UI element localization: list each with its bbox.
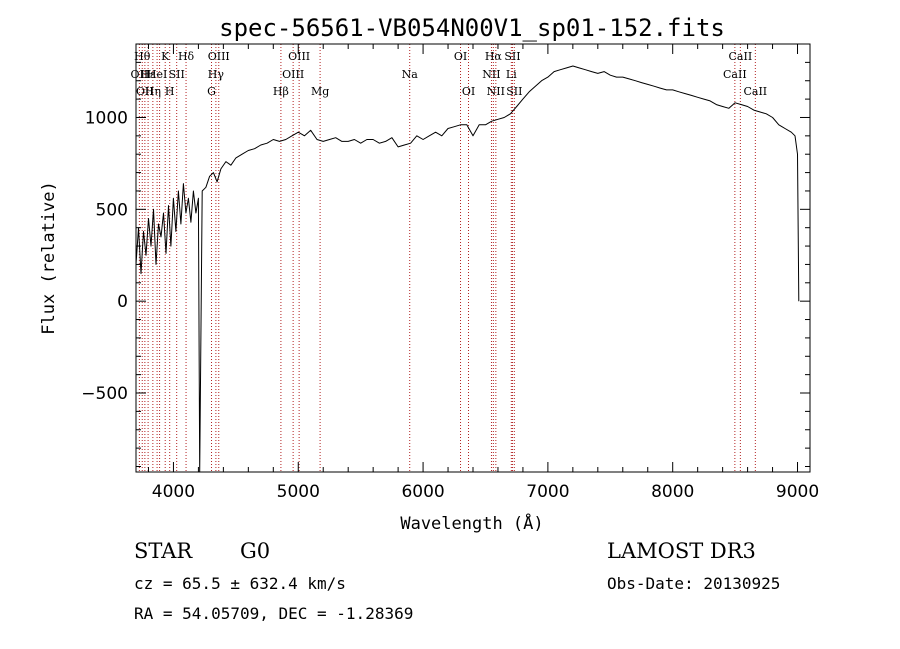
x-axis-label: Wavelength (Å) [400, 512, 543, 534]
line-label: OIII [288, 50, 310, 63]
line-label: OII [131, 68, 149, 81]
x-tick-label: 4000 [152, 482, 195, 502]
line-label: Li [506, 68, 517, 81]
line-label: CaII [743, 85, 767, 98]
y-axis-ticks: −500 0 500 1000 [81, 61, 810, 467]
x-axis-ticks: 4000 5000 6000 7000 8000 9000 [147, 44, 819, 502]
line-label: OIII [282, 68, 304, 81]
line-label: Hθ [134, 50, 151, 63]
line-label: G [207, 85, 216, 98]
line-label: K [161, 50, 170, 63]
line-label: Mg [311, 85, 329, 98]
spectrum-series [135, 65, 800, 473]
line-label: Hβ [273, 85, 289, 98]
x-tick-label: 8000 [651, 482, 694, 502]
line-label: OII [136, 85, 154, 98]
y-tick-label: 500 [96, 200, 128, 220]
line-label: CaII [723, 68, 747, 81]
line-label: Na [402, 68, 419, 81]
x-tick-label: 5000 [277, 482, 320, 502]
plot-frame [135, 43, 811, 473]
line-label: Hγ [208, 68, 225, 81]
line-label: SII [169, 68, 185, 81]
coordinates: RA = 54.05709, DEC = -1.28369 [134, 604, 414, 623]
line-label: OIII [208, 50, 230, 63]
line-label: SII [504, 50, 520, 63]
redshift-text: cz = 65.5 ± 632.4 km/s [134, 574, 346, 593]
obs-date: Obs-Date: 20130925 [607, 574, 781, 593]
line-label: Hη [145, 85, 161, 98]
y-axis-label: Flux (relative) [39, 181, 59, 335]
object-class: STAR [134, 539, 193, 563]
line-label: OI [462, 85, 475, 98]
line-label: NII [482, 68, 500, 81]
line-label: SII [506, 85, 522, 98]
y-tick-label: 0 [117, 292, 128, 312]
line-label: Hε [140, 68, 156, 81]
line-label: Hα [485, 50, 503, 63]
y-tick-label: −500 [81, 384, 128, 404]
line-label: HeI [147, 68, 167, 81]
y-tick-label: 1000 [85, 108, 128, 128]
x-tick-label: 7000 [526, 482, 569, 502]
line-label: NII [487, 85, 505, 98]
subclass: G0 [240, 539, 271, 563]
spectral-line-labels: OIIHθOIIHεHηHeIKHSIIHδGHγOIIIHβOIIIOIIIM… [131, 50, 768, 98]
survey-name: LAMOST DR3 [607, 539, 756, 563]
line-label: OI [454, 50, 467, 63]
spectral-line-markers [138, 44, 756, 472]
chart-title: spec-56561-VB054N00V1_sp01-152.fits [219, 14, 725, 42]
line-label: H [165, 85, 175, 98]
x-tick-label: 6000 [401, 482, 444, 502]
x-tick-label: 9000 [776, 482, 819, 502]
spectrum-line [135, 65, 800, 473]
line-label: Hδ [178, 50, 195, 63]
line-label: CaII [729, 50, 753, 63]
